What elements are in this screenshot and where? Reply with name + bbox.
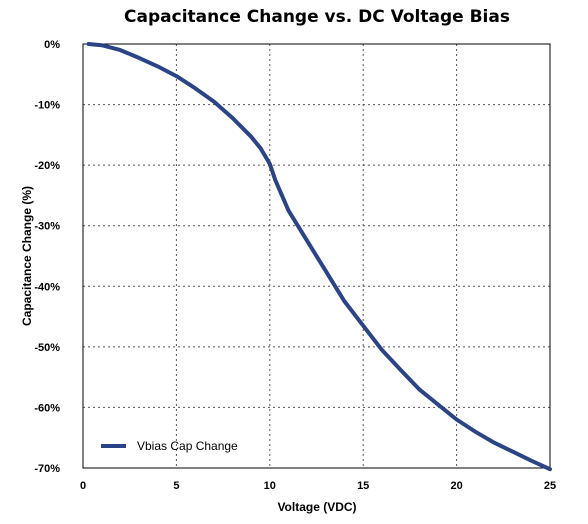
y-tick-label: -70% [34, 463, 60, 475]
x-tick-label: 0 [80, 480, 86, 492]
y-tick-label: 0% [44, 39, 60, 51]
legend-label: Vbias Cap Change [137, 439, 238, 453]
x-tick-label: 10 [264, 480, 276, 492]
plot-frame [82, 43, 551, 469]
x-axis-label: Voltage (VDC) [277, 500, 356, 514]
x-tick-label: 20 [450, 480, 462, 492]
x-tick-label: 5 [173, 480, 179, 492]
y-axis-label: Capacitance Change (%) [20, 186, 34, 326]
y-tick-label: -40% [34, 281, 60, 293]
y-tick-label: -10% [34, 100, 60, 112]
legend: Vbias Cap Change [101, 439, 238, 453]
y-tick-label: -50% [34, 342, 60, 354]
x-tick-label: 25 [544, 480, 556, 492]
series-line-vbias-cap-change [86, 42, 552, 472]
y-tick-label: -30% [34, 221, 60, 233]
chart-title: Capacitance Change vs. DC Voltage Bias [124, 7, 510, 27]
y-tick-label: -60% [34, 402, 60, 414]
x-axis-ticks: 0 5 10 15 20 25 [80, 480, 556, 492]
grid [83, 44, 550, 468]
y-axis-ticks: 0% -10% -20% -30% -40% -50% -60% -70% [34, 39, 60, 475]
y-tick-label: -20% [34, 160, 60, 172]
x-tick-label: 15 [357, 480, 369, 492]
